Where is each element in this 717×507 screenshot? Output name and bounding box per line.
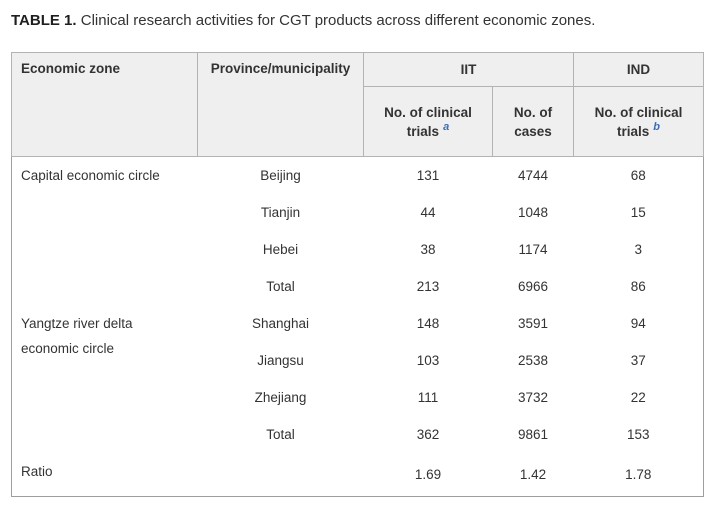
cell-iit-trials: 103 [363, 342, 493, 379]
cell-ind-trials: 1.78 [573, 453, 704, 497]
cell-iit-trials: 111 [363, 379, 493, 416]
col-header-iit-trials: No. of clinical trials a [363, 86, 493, 157]
cell-iit-trials: 1.69 [363, 453, 493, 497]
header-row-subcolumns: No. of clinical trials a No. of cases No.… [12, 86, 704, 157]
cell-iit-cases: 1174 [492, 231, 574, 268]
cell-zone: Ratio [11, 453, 198, 497]
cell-iit-trials: 38 [363, 231, 493, 268]
cell-iit-cases: 4744 [492, 156, 574, 194]
table-caption: TABLE 1. Clinical research activities fo… [11, 10, 703, 31]
footnote-marker-b[interactable]: b [653, 121, 660, 133]
cell-iit-cases: 3732 [492, 379, 574, 416]
col-group-header-iit: IIT [363, 52, 574, 87]
cell-province: Tianjin [197, 194, 364, 231]
cell-iit-trials: 148 [363, 305, 493, 342]
cell-province: Shanghai [197, 305, 364, 342]
header-row-groups: Economic zone Province/municipality IIT … [11, 52, 704, 157]
cell-iit-cases: 1.42 [492, 453, 574, 497]
cell-ind-trials: 22 [573, 379, 704, 416]
cell-province: Jiangsu [197, 342, 364, 379]
col-header-ind-trials: No. of clinical trials b [573, 86, 704, 157]
cell-province: Total [197, 268, 364, 305]
cell-iit-trials: 213 [363, 268, 493, 305]
col-header-ind-trials-text: No. of clinical trials [594, 104, 683, 139]
col-header-iit-cases: No. of cases [492, 86, 574, 157]
cell-province: Zhejiang [197, 379, 364, 416]
cell-iit-cases: 6966 [492, 268, 574, 305]
cell-ind-trials: 94 [573, 305, 704, 342]
cell-zone: Capital economic circle [11, 156, 198, 305]
table-header: Economic zone Province/municipality IIT … [11, 52, 704, 157]
cell-ind-trials: 3 [573, 231, 704, 268]
cell-province: Total [197, 416, 364, 453]
cell-ind-trials: 15 [573, 194, 704, 231]
table-row: Jiangsu 103 2538 37 [12, 342, 704, 379]
cell-ind-trials: 68 [573, 156, 704, 194]
col-header-iit-cases-text: No. of cases [513, 104, 553, 139]
cell-province: Beijing [197, 156, 364, 194]
col-header-economic-zone: Economic zone [11, 52, 198, 157]
cell-ind-trials: 86 [573, 268, 704, 305]
table-row: Total 362 9861 153 [12, 416, 704, 453]
table-caption-text: Clinical research activities for CGT pro… [80, 12, 596, 29]
cell-iit-cases: 3591 [492, 305, 574, 342]
table-body: Capital economic circle Beijing 131 4744… [11, 156, 704, 497]
cell-iit-cases: 1048 [492, 194, 574, 231]
table-row: Tianjin 44 1048 15 [12, 194, 704, 231]
col-header-iit-trials-text: No. of clinical trials [384, 104, 472, 139]
cell-ind-trials: 37 [573, 342, 704, 379]
table-row: Capital economic circle Beijing 131 4744… [11, 156, 704, 305]
cell-iit-trials: 44 [363, 194, 493, 231]
col-header-province: Province/municipality [197, 52, 364, 157]
cell-province: Hebei [197, 231, 364, 268]
table-row: Yangtze river delta economic circle Shan… [11, 305, 704, 453]
footnote-marker-a[interactable]: a [443, 121, 450, 133]
table-caption-label: TABLE 1. [11, 12, 77, 29]
cell-iit-trials: 362 [363, 416, 493, 453]
cell-iit-cases: 9861 [492, 416, 574, 453]
table-row: Total 213 6966 86 [12, 268, 704, 305]
cell-iit-cases: 2538 [492, 342, 574, 379]
cell-iit-trials: 131 [363, 156, 493, 194]
cell-zone: Yangtze river delta economic circle [11, 305, 198, 453]
table-row: Ratio 1.69 1.42 1.78 [11, 453, 704, 497]
table-row: Hebei 38 1174 3 [12, 231, 704, 268]
clinical-research-table: Economic zone Province/municipality IIT … [11, 52, 704, 497]
cell-ind-trials: 153 [573, 416, 704, 453]
table-row: Zhejiang 111 3732 22 [12, 379, 704, 416]
col-group-header-ind: IND [573, 52, 704, 87]
cell-province [197, 453, 364, 497]
